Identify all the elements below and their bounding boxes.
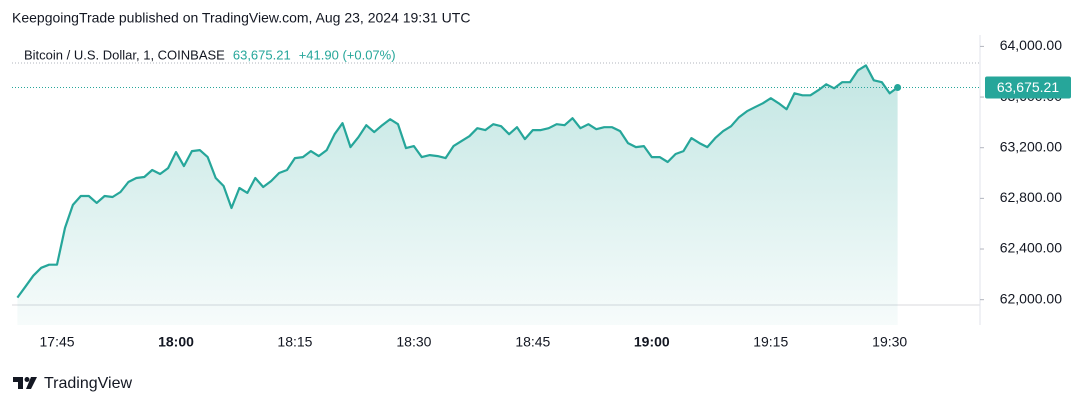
y-tick-label: 62,000.00 [1000,290,1062,306]
axes: 62,000.00 62,400.00 62,800.00 63,200.00 63,6… [12,37,1071,350]
header: KeepgoingTrade published on TradingView.… [12,10,470,26]
legend-change: +41.90 (+0.07%) [299,47,396,62]
y-tick-label: 62,800.00 [1000,189,1062,205]
y-tick-label: 62,400.00 [1000,240,1062,256]
price-tag-label: 63,675.21 [997,79,1059,95]
y-tick-label: 64,000.00 [1000,37,1062,53]
x-tick-label: 19:30 [872,334,907,350]
price-tag [985,76,1071,99]
y-tick-label: 63,200.00 [1000,138,1062,154]
brand: TradingView [44,375,132,392]
brand-logo [13,377,37,389]
x-tick-label: 19:15 [753,334,788,350]
x-tick-label: 17:45 [40,334,75,350]
last-point [894,84,902,92]
x-tick-label: 18:00 [158,334,194,350]
x-tick-label: 19:00 [634,334,670,350]
x-tick-label: 18:30 [396,334,431,350]
legend-last: 63,675.21 [233,47,291,62]
area-fill [17,65,898,325]
x-tick-label: 18:15 [277,334,312,350]
plot [16,64,899,325]
symbol: Bitcoin / U.S. Dollar, 1, COINBASE [24,47,225,62]
price-line [16,64,899,299]
x-tick-label: 18:45 [515,334,550,350]
